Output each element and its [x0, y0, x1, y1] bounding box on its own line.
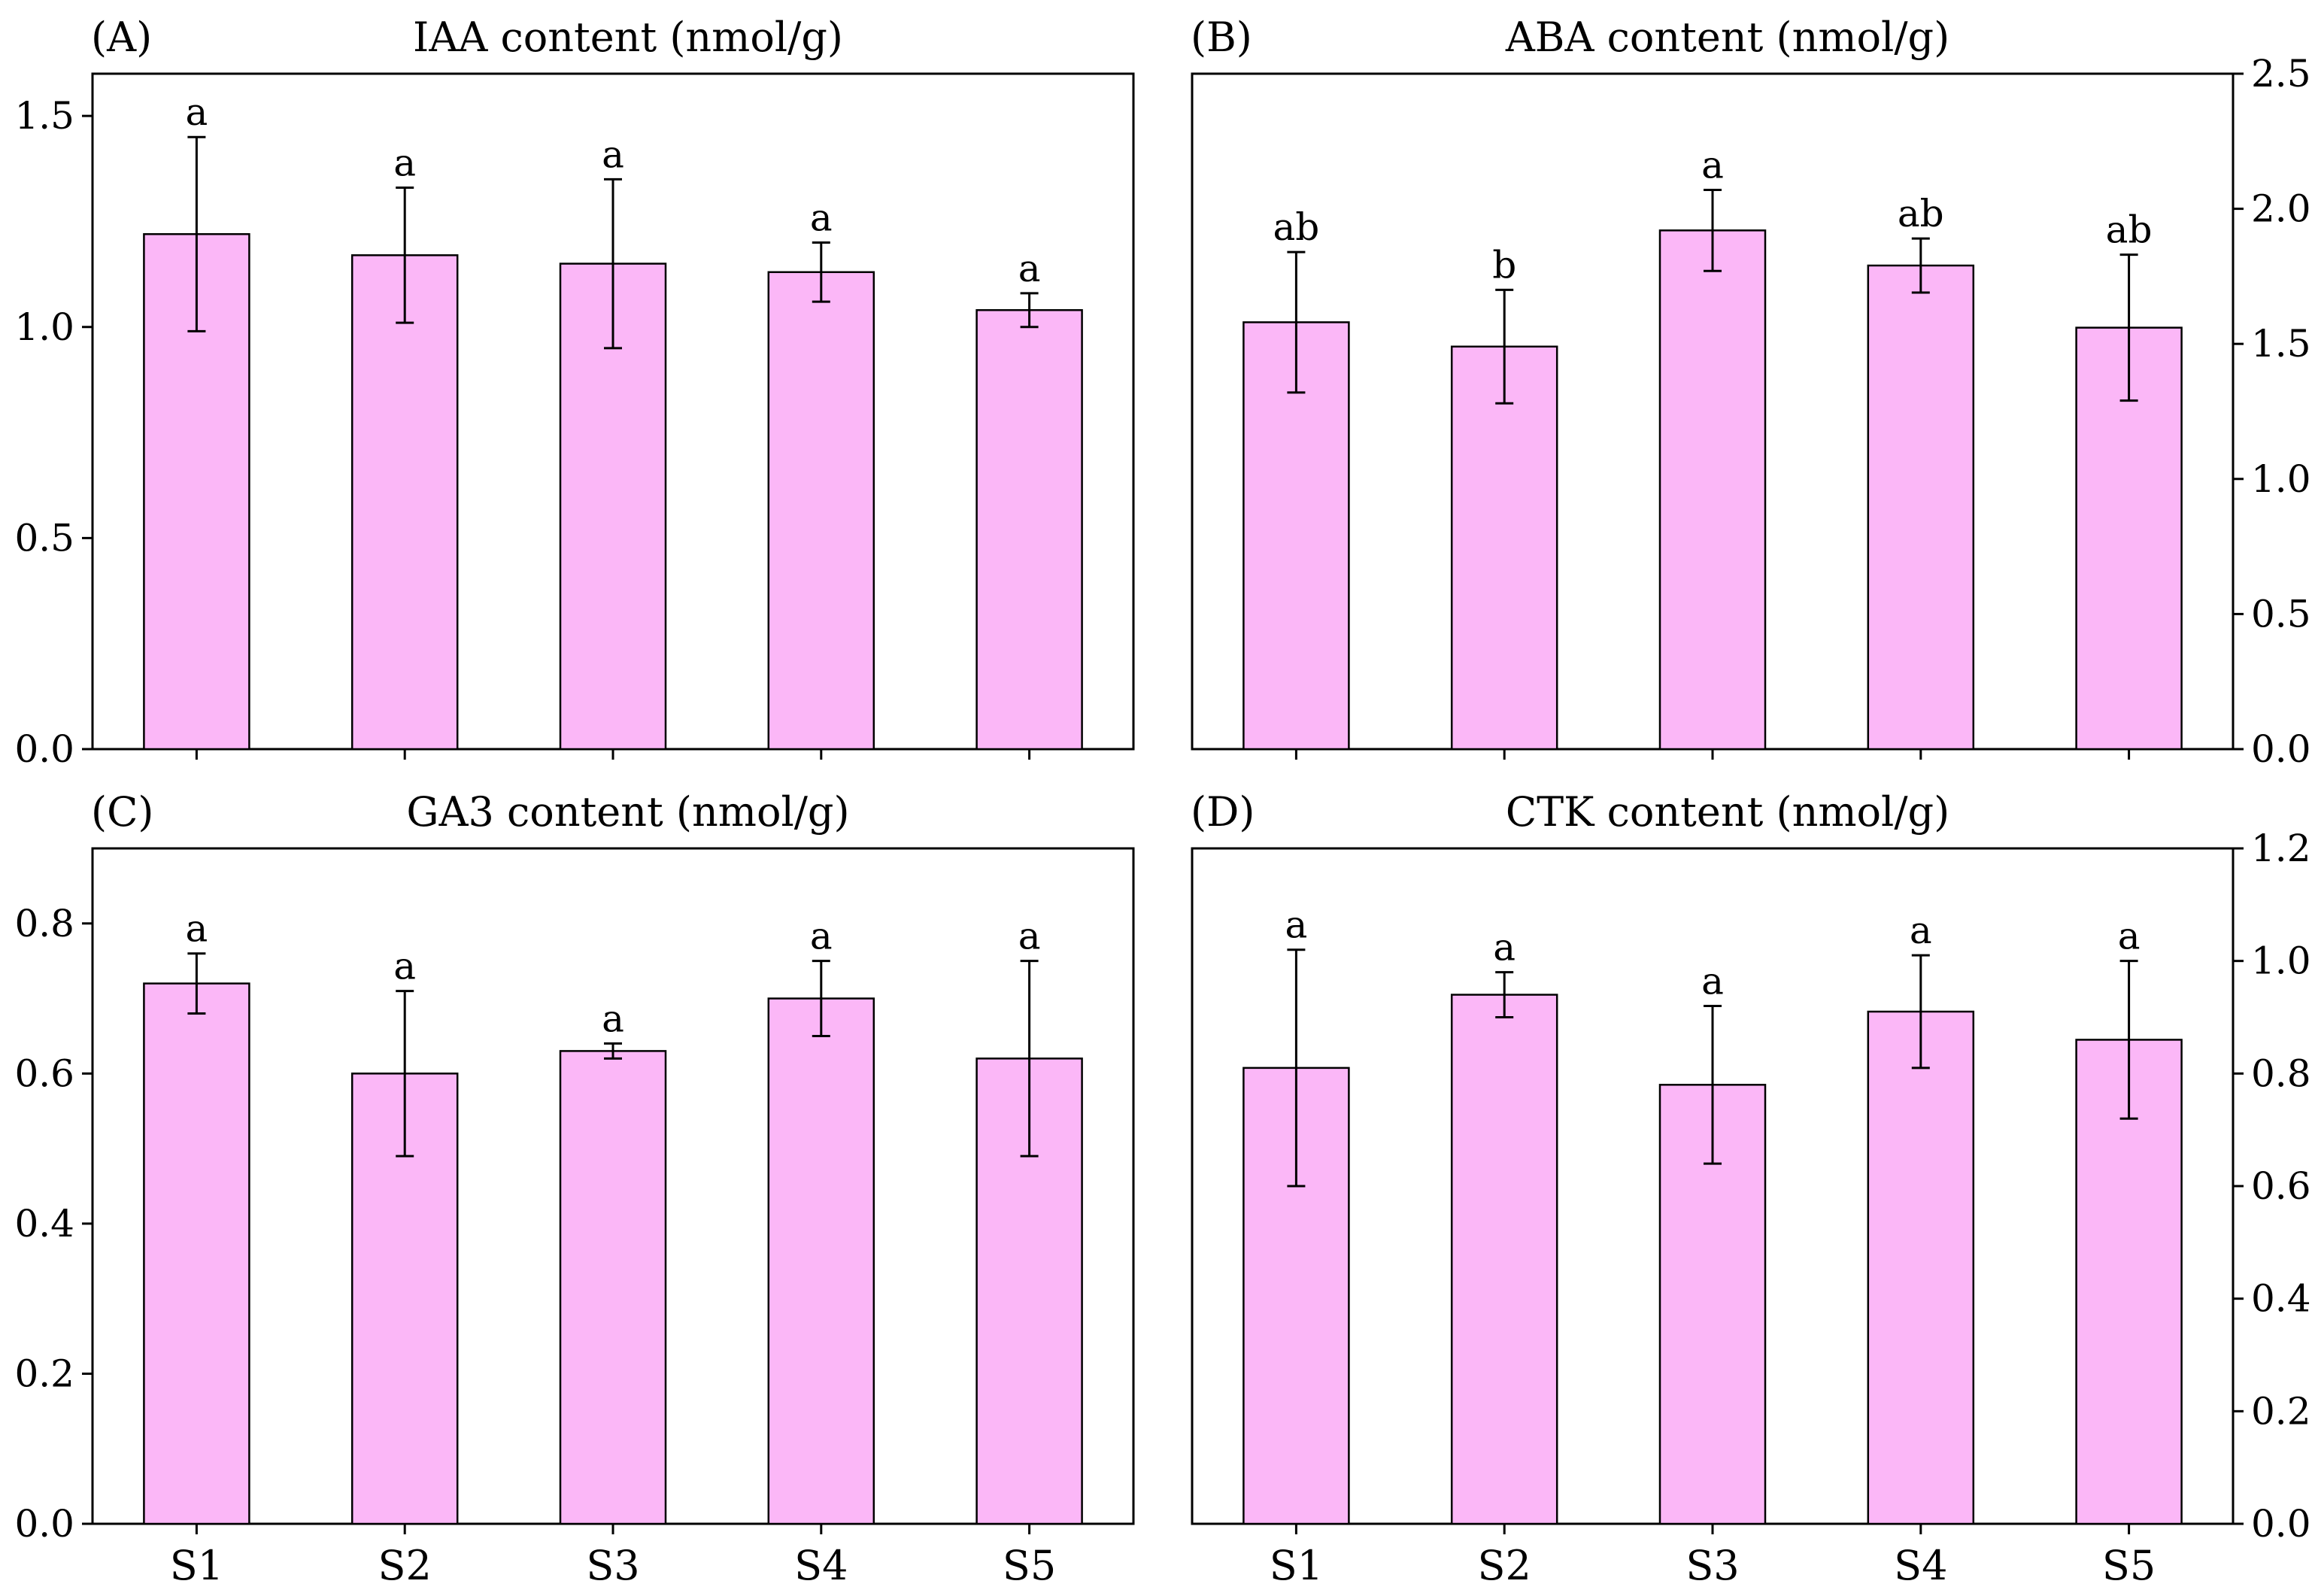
y-tick-label: 2.5	[2251, 52, 2311, 96]
bar-s2	[350, 254, 459, 751]
significance-label: ab	[2106, 208, 2153, 252]
significance-label: a	[185, 907, 208, 951]
y-tick-label: 0.0	[2251, 1502, 2311, 1546]
category-label: S5	[1003, 1542, 1056, 1589]
y-tick-label: 0.8	[14, 902, 74, 945]
bar-s1	[143, 982, 250, 1525]
significance-label: a	[810, 196, 833, 240]
significance-label: a	[1910, 909, 1932, 952]
panel-title: CTK content (nmol/g)	[1506, 788, 1949, 836]
y-tick-label: 0.4	[14, 1202, 74, 1246]
bar-s5	[975, 309, 1083, 751]
bar-s2	[1450, 345, 1558, 751]
bar-s4	[1867, 264, 1975, 751]
bar-s2	[1450, 994, 1558, 1525]
bar-s3	[1658, 229, 1767, 751]
significance-label: b	[1492, 243, 1516, 287]
panel-title: IAA content (nmol/g)	[413, 14, 843, 61]
panel-label: (A)	[91, 14, 152, 61]
category-label: S5	[2102, 1542, 2156, 1589]
category-label: S4	[794, 1542, 848, 1589]
panel-title-units: (nmol/g)	[669, 14, 843, 61]
category-label: S3	[1685, 1542, 1739, 1589]
y-tick-label: 0.6	[2251, 1164, 2311, 1208]
y-tick-label: 0.8	[2251, 1051, 2311, 1095]
panel-label: (D)	[1191, 788, 1255, 836]
panel-title-units: (nmol/g)	[1776, 788, 1950, 836]
panel-d: (D) CTK content (nmol/g) 0.0 0.2 0.4 0.6 0.8 1.…	[1191, 788, 2311, 1589]
panel-c: (C) GA3 content (nmol/g) 0.0 0.2 0.4 0.6 0.8 a S…	[14, 788, 1135, 1589]
y-tick-label: 0.5	[14, 516, 74, 560]
significance-label: a	[393, 141, 416, 185]
significance-label: a	[1018, 247, 1041, 290]
panel-title-name: GA3 content	[406, 788, 663, 836]
y-tick-label: 0.2	[2251, 1389, 2311, 1433]
panel-title-space	[657, 14, 669, 61]
y-tick-label: 0.6	[14, 1051, 74, 1095]
significance-label: a	[1018, 915, 1041, 958]
y-tick-label: 1.5	[2251, 322, 2311, 366]
category-label: S3	[586, 1542, 639, 1589]
y-tick-label: 0.0	[14, 1502, 74, 1546]
y-tick-label: 0.0	[2251, 727, 2311, 771]
category-label: S2	[1478, 1542, 1531, 1589]
panel-title-units: (nmol/g)	[676, 788, 850, 836]
panel-label: (B)	[1191, 14, 1252, 61]
category-label: S2	[378, 1542, 432, 1589]
bar-s4	[767, 997, 875, 1525]
category-label: S4	[1894, 1542, 1947, 1589]
panel-title-name: IAA content	[413, 14, 657, 61]
panel-label: (C)	[91, 788, 153, 836]
significance-label: a	[1701, 143, 1724, 187]
significance-label: a	[810, 915, 833, 958]
bar-s3	[559, 262, 667, 751]
significance-label: ab	[1898, 192, 1944, 235]
bar-s4	[767, 271, 875, 751]
y-tick-label: 2.0	[2251, 187, 2311, 231]
significance-label: a	[2118, 915, 2141, 958]
y-tick-label: 1.0	[14, 305, 74, 349]
category-label: S1	[1270, 1542, 1323, 1589]
significance-label: a	[1285, 903, 1307, 947]
panel-title-space	[1763, 14, 1776, 61]
y-tick-label: 0.4	[2251, 1277, 2311, 1321]
y-tick-label: 1.0	[2251, 457, 2311, 501]
panel-title-space	[663, 788, 676, 836]
y-tick-label: 0.0	[14, 727, 74, 771]
panel-title: GA3 content (nmol/g)	[406, 788, 849, 836]
panel-a: (A) IAA content (nmol/g) 0.0 0.5 1.0 1.5 a a a a a	[14, 14, 1135, 771]
panel-title-space	[1763, 788, 1776, 836]
y-tick-label: 1.5	[14, 94, 74, 138]
bar-s4	[1867, 1010, 1975, 1525]
significance-label: ab	[1273, 205, 1319, 249]
panel-title-units: (nmol/g)	[1776, 14, 1950, 61]
panel-title-name: CTK content	[1506, 788, 1764, 836]
panel-title-name: ABA content	[1505, 14, 1764, 61]
y-tick-label: 1.2	[2251, 827, 2311, 870]
category-label: S1	[170, 1542, 223, 1589]
y-tick-label: 1.0	[2251, 939, 2311, 983]
y-tick-label: 0.5	[2251, 592, 2311, 636]
panel-title: ABA content (nmol/g)	[1505, 14, 1949, 61]
significance-label: a	[602, 997, 624, 1040]
significance-label: a	[1701, 960, 1724, 1003]
panel-b: (B) ABA content (nmol/g) 0.0 0.5 1.0 1.5 2.0 2.…	[1191, 14, 2311, 771]
y-tick-label: 0.2	[14, 1352, 74, 1395]
significance-label: a	[602, 132, 624, 176]
significance-label: a	[393, 945, 416, 988]
significance-label: a	[185, 90, 208, 134]
significance-label: a	[1493, 926, 1516, 969]
bar-s3	[559, 1050, 667, 1525]
bar-s5	[2075, 1039, 2183, 1525]
